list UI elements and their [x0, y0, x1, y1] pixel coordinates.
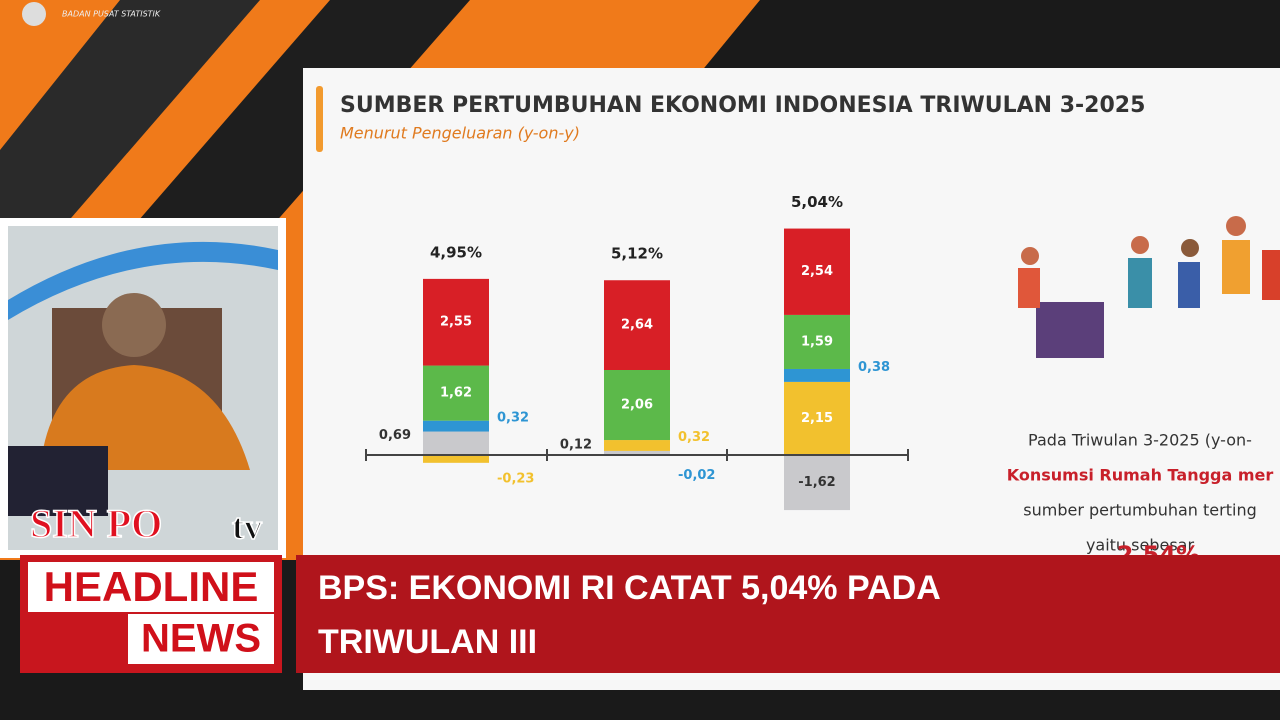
note-line: Pada Triwulan 3-2025 (y-on-	[1028, 431, 1252, 450]
badge-text: HEADLINE	[44, 563, 259, 610]
value-label: 0,32	[678, 430, 710, 445]
bar-segment	[423, 365, 489, 421]
bar-segment	[784, 368, 850, 382]
bar-segment	[604, 370, 670, 441]
speaker-body	[40, 365, 250, 470]
laptop	[8, 446, 108, 516]
value-label: 0,12	[560, 437, 592, 452]
note-line: Konsumsi Rumah Tangga mer	[1007, 466, 1274, 485]
value-label: 0,69	[379, 428, 411, 443]
backdrop	[8, 241, 278, 320]
slide-subtitle: Menurut Pengeluaran (y-on-y)	[340, 124, 580, 143]
logo-icon	[22, 2, 46, 26]
bar-segment	[604, 440, 670, 451]
value-label: -1,62	[798, 475, 835, 490]
bar-segment	[423, 278, 489, 366]
value-label: 2,55	[440, 315, 472, 330]
speaker-head	[102, 293, 166, 357]
bar-segment	[784, 381, 850, 455]
headline: BPS: EKONOMI RI CATAT 5,04% PADA	[318, 569, 941, 607]
brand-suffix: tv	[232, 506, 262, 546]
badge-bottom	[128, 614, 274, 664]
slide-title: SUMBER PERTUMBUHAN EKONOMI INDONESIA TRI…	[340, 93, 1145, 118]
value-label: -0,02	[678, 468, 715, 483]
total-label: 5,04%	[791, 193, 843, 211]
value-label: 2,06	[621, 398, 653, 413]
bar-segment	[604, 450, 670, 455]
title-accent	[316, 86, 323, 152]
value-label: -0,23	[497, 471, 534, 486]
value-label: 2,15	[801, 411, 833, 426]
headline-bar	[296, 555, 1280, 673]
bar-segment	[604, 280, 670, 370]
bar-segment	[784, 228, 850, 315]
logo-text: BADAN PUSAT STATISTIK	[62, 10, 161, 19]
value-label: 2,64	[621, 318, 653, 333]
bar-segment	[423, 420, 489, 432]
note-line: yaitu sebesar	[1086, 536, 1195, 555]
total-label: 4,95%	[430, 243, 482, 261]
badge-text: NEWS	[141, 617, 261, 661]
headline: TRIWULAN III	[318, 623, 537, 661]
people-illustration	[1018, 216, 1280, 358]
value-label: 0,32	[497, 411, 529, 426]
value-label: 0,38	[858, 360, 890, 375]
bar-segment	[423, 431, 489, 455]
bar-segment	[784, 314, 850, 369]
badge-top	[28, 562, 274, 612]
total-label: 5,12%	[611, 245, 663, 263]
brand: SIN PO	[30, 501, 162, 546]
bar-segment	[784, 455, 850, 511]
value-label: 1,59	[801, 334, 833, 349]
bar-segment	[423, 455, 489, 463]
value-label: 1,62	[440, 386, 472, 401]
note-line: sumber pertumbuhan terting	[1023, 501, 1256, 520]
value-label: 2,54	[801, 264, 833, 279]
